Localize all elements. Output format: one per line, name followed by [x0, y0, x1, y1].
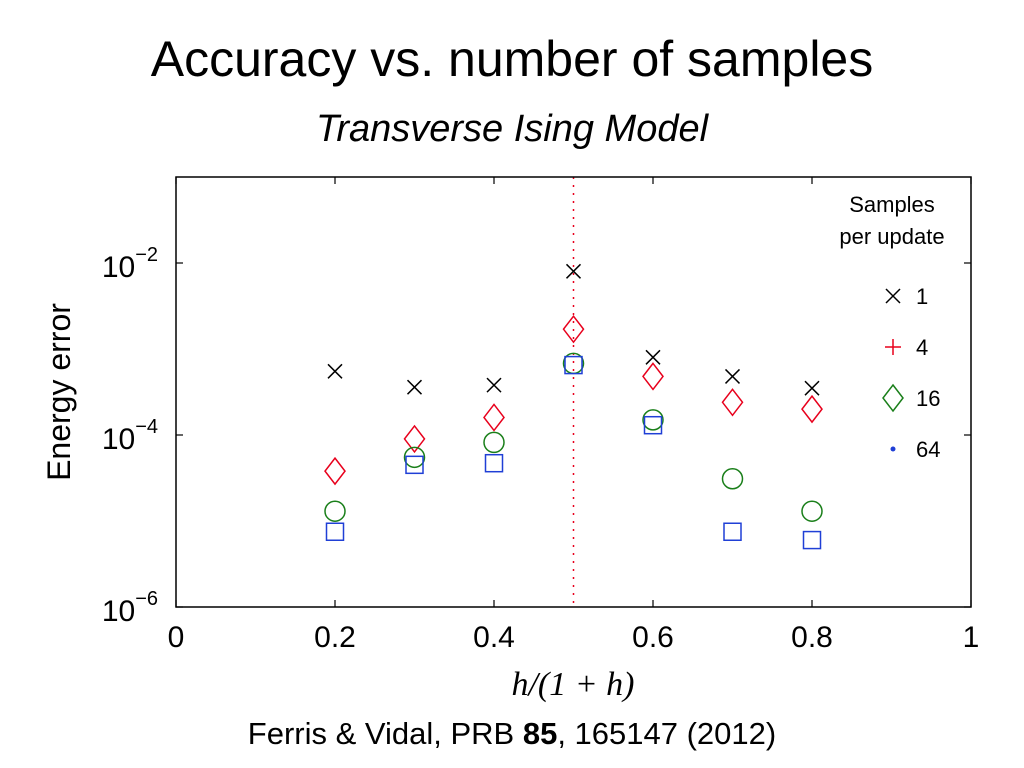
point-series-1-0	[327, 363, 343, 379]
citation-prefix: Ferris & Vidal, PRB	[247, 716, 523, 751]
y-tick-label: 10−2	[102, 244, 158, 284]
point-series-1-6	[804, 380, 820, 396]
series-64	[325, 355, 822, 550]
axes-ticks: 0 0.2 0.4 0.6 0.8 1 10−6 10−4 10−2 Energy error h/…	[41, 177, 979, 703]
legend-label-4: 4	[916, 335, 928, 360]
x-tick-label: 0	[168, 621, 185, 654]
slide-subtitle: Transverse Ising Model	[315, 108, 709, 150]
point-series-4-5	[721, 388, 744, 417]
x-tick-label: 0.4	[473, 621, 515, 654]
x-tick-label: 0.6	[632, 621, 674, 654]
point-series-4-0	[324, 456, 346, 486]
x-tick-label: 1	[963, 621, 980, 654]
point-series-16-4	[642, 409, 664, 431]
series-1	[327, 263, 820, 396]
legend-label-1: 1	[916, 284, 928, 309]
citation-volume: 85	[522, 716, 558, 751]
legend-marker-64	[890, 446, 896, 452]
plot-marks	[324, 177, 823, 607]
legend-marker-16	[882, 383, 904, 413]
point-series-1-1	[406, 379, 423, 395]
point-series-4-6	[801, 394, 823, 424]
point-series-4-2	[483, 403, 505, 432]
legend-title-line: Samples	[849, 192, 935, 217]
legend-label-16: 16	[916, 386, 940, 411]
point-series-1-4	[645, 349, 661, 365]
point-series-4-4	[642, 362, 664, 391]
legend-marker-4	[885, 339, 901, 355]
legend-marker-1	[885, 288, 901, 304]
point-series-1-3	[565, 263, 582, 279]
point-series-16-6	[801, 500, 823, 522]
point-series-1-2	[486, 377, 502, 393]
point-series-4-3	[562, 314, 585, 344]
plot-frame	[175, 176, 972, 608]
point-series-64-2	[484, 453, 504, 473]
point-series-64-4	[643, 415, 663, 435]
legend-label-64: 64	[916, 437, 940, 462]
y-tick-label: 10−4	[102, 416, 158, 456]
citation-suffix: , 165147 (2012)	[557, 716, 777, 751]
y-tick-label: 10−6	[102, 588, 158, 628]
point-series-64-5	[723, 522, 742, 541]
legend: Samples per update 1 4 16 64	[839, 192, 944, 462]
x-axis-label: h/(1 + h)	[511, 666, 634, 703]
point-series-1-5	[724, 368, 741, 384]
point-series-64-3	[564, 355, 583, 375]
point-series-16-5	[721, 467, 744, 490]
x-tick-label: 0.8	[791, 621, 833, 654]
energy-error-chart: 0 0.2 0.4 0.6 0.8 1 10−6 10−4 10−2 Energy error h/…	[41, 176, 979, 703]
point-series-16-1	[403, 446, 426, 469]
legend-title-line: per update	[839, 224, 944, 249]
series-4	[324, 314, 823, 486]
point-series-64-1	[405, 455, 424, 475]
point-series-4-1	[403, 424, 426, 454]
slide-title: Accuracy vs. number of samples	[150, 31, 874, 87]
x-tick-label: 0.2	[314, 621, 356, 654]
y-axis-label: Energy error	[41, 303, 77, 481]
point-series-64-0	[325, 522, 345, 541]
point-series-16-0	[324, 500, 346, 522]
citation: Ferris & Vidal, PRB 85, 165147 (2012)	[0, 718, 1024, 749]
point-series-16-2	[483, 431, 505, 454]
point-series-64-6	[802, 530, 822, 550]
